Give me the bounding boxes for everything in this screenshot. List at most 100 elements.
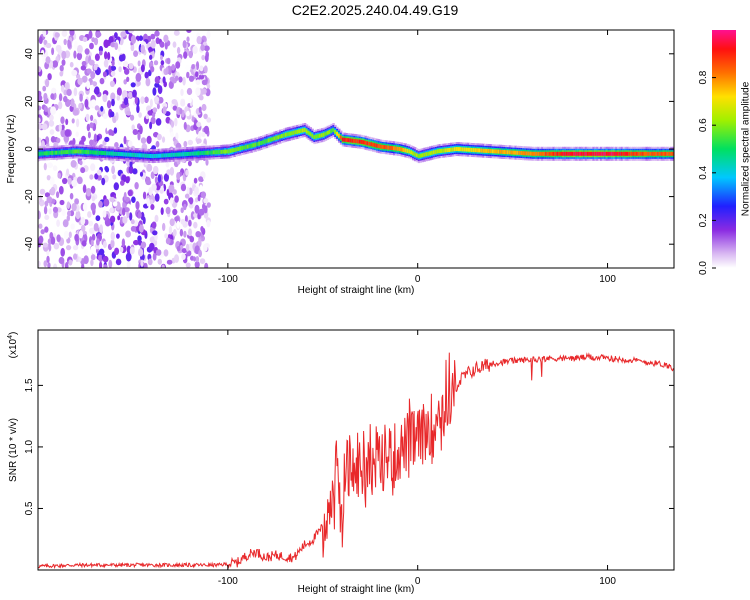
spectrogram-noise-cell (156, 133, 162, 141)
spectrogram-noise-cell (195, 79, 201, 85)
spectrogram-ridge-cell (339, 135, 343, 140)
spectrogram-ridge-cell (647, 151, 650, 156)
spectrogram-noise-cell (60, 84, 65, 93)
spectrogram-noise-cell (43, 206, 48, 215)
spectrogram-ridge-cell (404, 148, 407, 153)
spectrogram-noise-cell (152, 165, 159, 175)
spectrogram-noise-cell (91, 195, 96, 202)
spectrogram-noise-cell (83, 248, 88, 255)
spectrogram-noise-cell (102, 93, 108, 103)
spectrogram-noise-cell (114, 247, 120, 255)
spectrogram-ridge-cell (83, 149, 87, 154)
spectrogram-ridge-cell (353, 138, 356, 143)
spectrogram-noise-cell (43, 39, 48, 46)
spectrogram-noise-cell (38, 66, 42, 73)
spectrogram-ridge-cell (423, 152, 426, 157)
spectrogram-ridge-cell (309, 132, 312, 137)
spectrogram-noise-cell (50, 236, 56, 245)
spectrogram-noise-cell (171, 64, 176, 71)
spectrogram-ridge-cell (151, 154, 155, 159)
spectrogram-ridge-cell (381, 144, 385, 149)
spectrogram-ridge-cell (660, 151, 664, 156)
spectrogram-noise-cell (128, 63, 134, 70)
spectrogram-noise-cell (200, 226, 204, 232)
snr-y-label: SNR (10 * v/v) (8, 418, 19, 482)
spectrogram-noise-cell (154, 76, 160, 84)
spectrogram-noise-cell (38, 117, 41, 123)
spectrogram-ridge-cell (472, 148, 476, 153)
spectrogram-noise-cell (51, 87, 57, 94)
spectrogram-noise-cell (200, 88, 207, 95)
spectrogram-ridge-cell (324, 131, 328, 136)
spectrogram-noise-cell (177, 36, 182, 43)
spectrogram-noise-cell (41, 140, 45, 149)
spectrogram-noise-cell (130, 82, 136, 88)
spectrogram-x-label: Height of straight line (km) (298, 285, 415, 296)
spectrogram-ridge-cell (626, 151, 629, 156)
spectrogram-noise-cell (200, 44, 205, 51)
spectrogram-noise-cell (42, 85, 47, 92)
spectrogram-noise-cell (188, 50, 193, 59)
snr-y-ticks: 0.5 1.0 1.5 (24, 378, 674, 515)
spectrogram-noise-cell (110, 231, 116, 241)
spectrogram-ridge-cell (38, 151, 41, 156)
spectrogram-noise-cell (88, 101, 93, 108)
spectrogram-ridge-cell (269, 137, 273, 142)
spectrogram-ridge-cell (497, 149, 500, 154)
spectrogram-noise-cell (80, 224, 86, 233)
spectrogram-noise-cell (64, 262, 69, 268)
spectrogram-noise-cell (146, 197, 150, 207)
spectrogram-noise-cell (136, 104, 140, 114)
spectrogram-ridge-cell (385, 145, 388, 150)
spectrogram-ridge-cell (370, 142, 373, 147)
spectrogram-noise-cell (111, 98, 115, 107)
spectrogram-ridge-cell (58, 150, 62, 155)
spectrogram-noise-cell (196, 121, 202, 128)
spectrogram-noise-cell (86, 80, 91, 90)
spectrogram-noise-cell (78, 103, 82, 110)
spectrogram-noise-cell (182, 76, 186, 86)
spectrogram-noise-cell (81, 135, 86, 142)
spectrogram-ridge-cell (138, 153, 142, 158)
spectrogram-noise-cell (89, 174, 94, 180)
spectrogram-noise-cell (44, 192, 51, 198)
spectrogram-noise-cell (67, 177, 72, 185)
spectrogram-noise-cell (120, 180, 125, 186)
spectrogram-noise-cell (57, 172, 61, 179)
spectrogram-ridge-cell (144, 153, 147, 158)
spectrogram-ridge-cell (577, 151, 580, 156)
spectrogram-noise-cell (78, 230, 84, 239)
spectrogram-ridge-cell (503, 150, 506, 154)
spectrogram-ridge-cell (484, 148, 487, 153)
spectrogram-noise-cell (61, 59, 66, 66)
spectrogram-noise-cell (188, 203, 194, 209)
spectrogram-noise-cell (176, 172, 181, 181)
spectrogram-noise-cell (53, 242, 60, 250)
spectrogram-noise-cell (98, 200, 103, 208)
spectrogram-noise-cell (90, 239, 94, 246)
spectrogram-ridge-cell (518, 150, 521, 155)
spectrogram-ridge-cell (444, 148, 447, 153)
spectrogram-ridge-cell (662, 151, 666, 156)
spectrogram-ridge-cell (393, 146, 396, 151)
spectrogram-ridge-cell (641, 151, 645, 156)
spectrogram-ridge-cell (189, 151, 193, 156)
spectrogram-ridge-cell (603, 151, 607, 156)
spectrogram-noise-cell (38, 223, 43, 229)
spectrogram-noise-cell (67, 210, 71, 217)
spectrogram-noise-cell (66, 88, 72, 96)
spectrogram-noise-cell (68, 231, 72, 239)
spectrogram-noise-cell (80, 167, 86, 174)
spectrogram-noise-cell (58, 185, 64, 195)
spectrogram-ridge-cell (391, 146, 394, 150)
spectrogram-noise-cell (132, 89, 137, 98)
spectrogram-noise-cell (185, 169, 189, 176)
spectrogram-ridge-cell (432, 150, 436, 155)
spectrogram-noise-cell (171, 99, 178, 105)
spectrogram-noise-cell (206, 202, 211, 208)
spectrogram-noise-cell (52, 60, 59, 68)
spectrogram-ridge-cell (605, 151, 609, 156)
spectrogram-noise-cell (154, 96, 160, 104)
spectrogram-noise-cell (65, 118, 69, 126)
spectrogram-ridge-cell (51, 150, 54, 155)
